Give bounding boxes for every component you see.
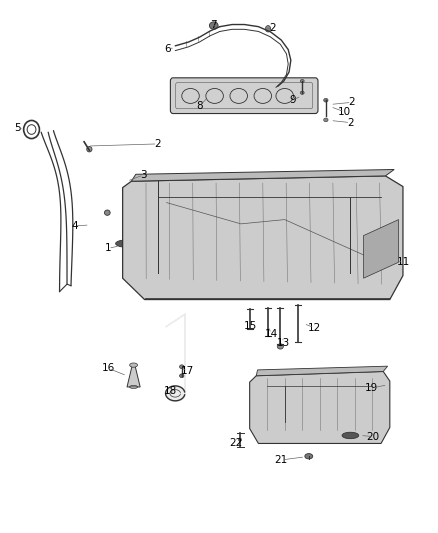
Text: 16: 16: [102, 364, 115, 373]
Text: 17: 17: [181, 366, 194, 376]
Text: 6: 6: [164, 44, 171, 53]
Text: 12: 12: [308, 323, 321, 333]
Text: 9: 9: [289, 95, 296, 105]
Ellipse shape: [268, 87, 271, 90]
Polygon shape: [131, 169, 394, 181]
Text: 14: 14: [265, 329, 278, 338]
Text: 7: 7: [210, 20, 217, 30]
Ellipse shape: [342, 432, 359, 439]
Ellipse shape: [281, 87, 284, 90]
FancyBboxPatch shape: [261, 83, 290, 94]
Ellipse shape: [180, 374, 184, 377]
Text: 2: 2: [154, 139, 161, 149]
Text: 15: 15: [244, 321, 257, 330]
Text: 21: 21: [275, 455, 288, 465]
Ellipse shape: [265, 26, 271, 32]
Ellipse shape: [305, 454, 313, 459]
Text: 18: 18: [163, 386, 177, 395]
Text: 22: 22: [230, 438, 243, 448]
Text: 11: 11: [397, 257, 410, 266]
Text: 3: 3: [140, 170, 147, 180]
Ellipse shape: [209, 22, 218, 29]
Text: 10: 10: [338, 107, 351, 117]
Text: 13: 13: [277, 338, 290, 348]
Polygon shape: [123, 176, 403, 300]
Ellipse shape: [130, 363, 138, 367]
Ellipse shape: [105, 210, 110, 215]
Text: 20: 20: [367, 432, 380, 441]
Polygon shape: [250, 372, 390, 443]
Ellipse shape: [324, 98, 328, 102]
Ellipse shape: [87, 147, 92, 152]
Text: 8: 8: [196, 101, 203, 111]
Ellipse shape: [239, 438, 242, 441]
Ellipse shape: [300, 79, 304, 83]
Polygon shape: [364, 220, 399, 278]
Ellipse shape: [300, 91, 304, 94]
Ellipse shape: [277, 344, 283, 349]
Text: 2: 2: [347, 118, 354, 127]
Text: 4: 4: [71, 221, 78, 231]
Polygon shape: [256, 366, 388, 376]
Text: 5: 5: [14, 123, 21, 133]
Ellipse shape: [116, 240, 138, 247]
Text: 19: 19: [365, 383, 378, 393]
FancyBboxPatch shape: [170, 78, 318, 114]
Text: 1: 1: [105, 244, 112, 253]
Polygon shape: [127, 365, 140, 387]
Ellipse shape: [324, 118, 328, 122]
Text: 2: 2: [348, 98, 355, 107]
Ellipse shape: [180, 365, 184, 369]
Text: 2: 2: [269, 23, 276, 33]
